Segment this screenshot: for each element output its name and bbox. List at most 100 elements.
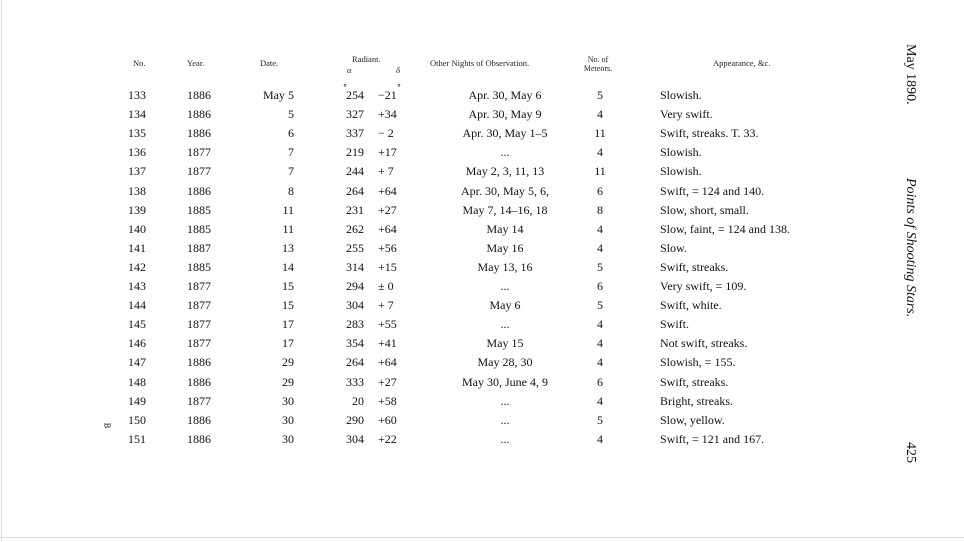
cell-declination: + 7: [378, 298, 394, 313]
cell-right-ascension: 254: [346, 88, 364, 102]
cell-no: 142: [128, 259, 146, 274]
cell-appearance: Swift, = 124 and 140.: [660, 183, 765, 198]
cell-no: 149: [128, 393, 146, 408]
cell-other-nights: May 6: [489, 298, 521, 313]
table-row: 134 1886 5 327 +34 Apr. 30, May 9 4 Very swift.: [0, 107, 964, 126]
cell-right-ascension: 290: [346, 412, 364, 427]
table-row: 151 1886 30 304 +22... 4 Swift, = 121 and 167.: [0, 432, 964, 451]
cell-right-ascension: 255: [346, 240, 364, 255]
cell-date: 6: [288, 126, 294, 141]
cell-date: 5: [288, 107, 294, 122]
cell-no: 146: [128, 336, 146, 351]
cell-meteor-count: 11: [594, 126, 606, 141]
running-head-date: May 1890.: [903, 44, 918, 105]
cell-declination: +64: [378, 355, 397, 370]
cell-year: 1877: [187, 336, 211, 351]
cell-right-ascension: 337: [346, 126, 364, 141]
cell-other-nights: ...: [500, 431, 510, 446]
cell-other-nights: ...: [500, 412, 510, 427]
cell-date: 29: [282, 374, 294, 389]
cell-date: 8: [288, 183, 294, 198]
cell-declination: − 2: [378, 126, 394, 141]
cell-other-nights: May 16: [486, 240, 524, 255]
cell-right-ascension: 219: [346, 145, 364, 160]
cell-no: 143: [128, 279, 146, 293]
cell-meteor-count: 6: [597, 183, 603, 198]
table-row: 139 1885 11 231 +27 May 7, 14–16, 18 8 Slow, sh…: [0, 203, 964, 222]
table-row: 148 1886 29 333 +27 May 30, June 4, 9 6 Swift, …: [0, 375, 964, 394]
header-year: Year.: [187, 58, 205, 68]
header-delta: δ: [396, 65, 400, 75]
header-no: No.: [133, 58, 146, 68]
header-alpha: α: [347, 65, 352, 75]
cell-declination: +27: [378, 202, 397, 217]
cell-year: 1886: [187, 412, 211, 427]
cell-meteor-count: 4: [597, 393, 603, 408]
table-row: 138 1886 8 264 +64 Apr. 30, May 5, 6, 6 Swift, …: [0, 184, 964, 203]
cell-date: 7: [288, 164, 294, 179]
cell-year: 1877: [187, 393, 211, 408]
cell-appearance: Slowish, = 155.: [660, 355, 736, 370]
cell-appearance: Slow.: [660, 240, 687, 255]
cell-other-nights: May 13, 16: [477, 259, 533, 274]
cell-meteor-count: 5: [597, 412, 603, 427]
table-row: 136 1877 7 219 +17... 4 Slowish.: [0, 145, 964, 164]
cell-right-ascension: 304: [346, 431, 364, 446]
degree-mark-alpha: °: [343, 83, 347, 92]
cell-no: 137: [128, 164, 146, 179]
cell-year: 1877: [187, 145, 211, 160]
cell-no: 150: [128, 412, 146, 427]
cell-meteor-count: 5: [597, 259, 603, 274]
cell-no: 134: [128, 107, 146, 122]
cell-right-ascension: 314: [346, 259, 364, 274]
cell-year: 1885: [187, 221, 211, 236]
margin-mark: B: [102, 422, 112, 429]
cell-meteor-count: 6: [597, 374, 603, 389]
table-row: 135 1886 6 337 − 2 Apr. 30, May 1–5 11 Swift, s…: [0, 126, 964, 145]
cell-appearance: Swift, white.: [660, 298, 722, 313]
cell-no: 139: [128, 202, 146, 217]
cell-date: 17: [282, 336, 294, 351]
cell-right-ascension: 283: [346, 317, 364, 332]
cell-declination: +55: [378, 317, 397, 332]
cell-year: 1877: [187, 317, 211, 332]
cell-appearance: Slowish.: [660, 88, 702, 102]
cell-other-nights: ...: [500, 393, 510, 408]
header-appearance: Appearance, &c.: [713, 58, 771, 68]
page-edge-left: [1, 0, 2, 542]
cell-no: 147: [128, 355, 146, 370]
cell-right-ascension: 304: [346, 298, 364, 313]
cell-no: 138: [128, 183, 146, 198]
cell-other-nights: May 30, June 4, 9: [462, 374, 548, 389]
cell-right-ascension: 244: [346, 164, 364, 179]
cell-year: 1887: [187, 240, 211, 255]
cell-date: 17: [282, 317, 294, 332]
cell-right-ascension: 354: [346, 336, 364, 351]
table-row: 146 1877 17 354 +41 May 15 4 Not swift, streaks…: [0, 336, 964, 355]
cell-no: 145: [128, 317, 146, 332]
cell-right-ascension: 264: [346, 355, 364, 370]
cell-declination: +41: [378, 336, 397, 351]
cell-other-nights: Apr. 30, May 6: [468, 88, 542, 102]
cell-other-nights: May 7, 14–16, 18: [462, 202, 548, 217]
cell-appearance: Not swift, streaks.: [660, 336, 748, 351]
table-row: 150 1886 30 290 +60... 5 Slow, yellow.: [0, 413, 964, 432]
cell-right-ascension: 262: [346, 221, 364, 236]
cell-meteor-count: 11: [594, 164, 606, 179]
cell-other-nights: May 28, 30: [477, 355, 533, 370]
cell-year: 1877: [187, 164, 211, 179]
cell-meteor-count: 5: [597, 298, 603, 313]
cell-declination: −21: [378, 88, 397, 102]
cell-date: 29: [282, 355, 294, 370]
table-row: 141 1887 13 255 +56 May 16 4 Slow.: [0, 241, 964, 260]
cell-meteor-count: 4: [597, 317, 603, 332]
cell-appearance: Swift, streaks.: [660, 259, 729, 274]
table-row: 140 1885 11 262 +64 May 14 4 Slow, faint, = 124…: [0, 222, 964, 241]
cell-year: 1885: [187, 202, 211, 217]
cell-other-nights: Apr. 30, May 5, 6,: [461, 183, 549, 198]
cell-year: 1877: [187, 279, 211, 293]
cell-meteor-count: 4: [597, 355, 603, 370]
table-row: 143 1877 15 294 ± 0... 6 Very swift, = 109.: [0, 279, 964, 298]
cell-declination: +60: [378, 412, 397, 427]
cell-declination: +58: [378, 393, 397, 408]
